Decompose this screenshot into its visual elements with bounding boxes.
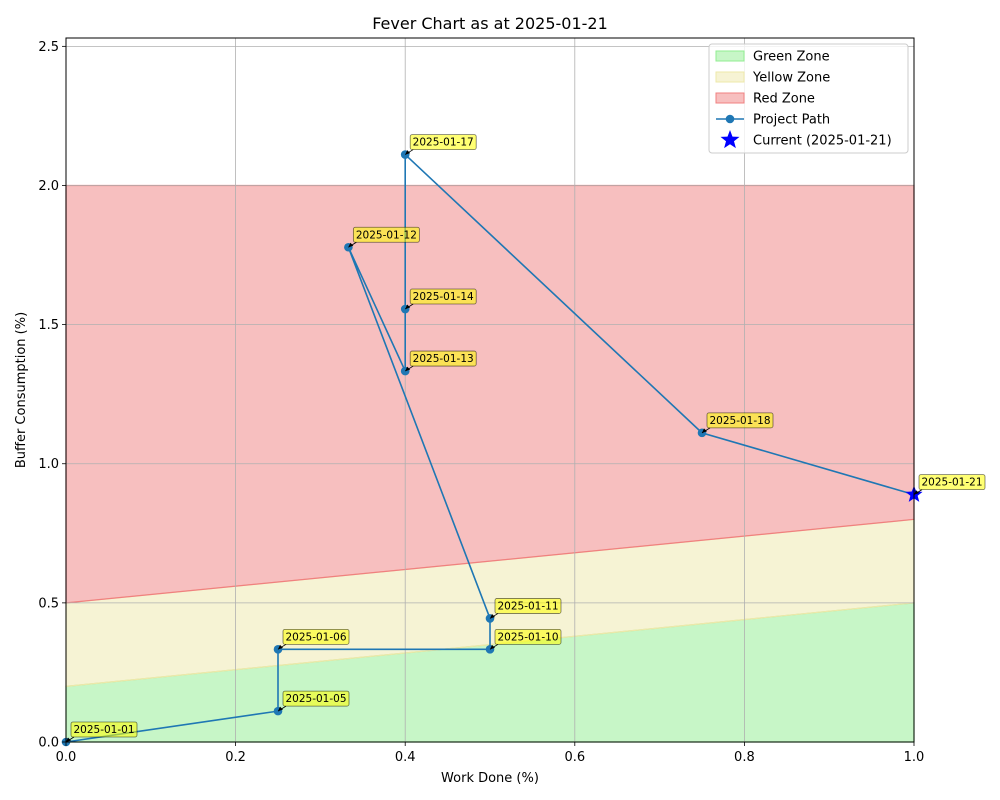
annotation-arrowhead xyxy=(278,644,283,650)
y-axis-title: Buffer Consumption (%) xyxy=(14,312,29,468)
annotation-label: 2025-01-14 xyxy=(413,291,474,303)
annotation-label: 2025-01-01 xyxy=(73,724,134,736)
x-axis-title: Work Done (%) xyxy=(441,771,539,786)
y-tick-label: 2.5 xyxy=(38,40,59,55)
legend-label: Yellow Zone xyxy=(752,71,830,86)
annotation-box xyxy=(282,690,350,707)
legend-label: Project Path xyxy=(753,113,830,128)
annotation-box xyxy=(409,350,477,367)
y-tick-label: 1.0 xyxy=(38,457,59,472)
annotation-label: 2025-01-10 xyxy=(497,631,558,643)
y-tick-label: 2.0 xyxy=(38,179,59,194)
legend-swatch xyxy=(715,50,745,62)
legend-box xyxy=(708,43,909,154)
annotation-label: 2025-01-11 xyxy=(497,600,558,612)
legend: Green Zone Yellow Zone Red Zone Project Pat… xyxy=(708,43,909,154)
x-tick-label: 0.4 xyxy=(395,750,416,765)
x-tick-label: 0.0 xyxy=(56,750,77,765)
annotation-box xyxy=(706,412,774,429)
y-tick-label: 0.0 xyxy=(38,736,59,751)
annotation-arrowhead xyxy=(490,644,495,650)
annotation-label: 2025-01-17 xyxy=(413,137,474,149)
annotation-label: 2025-01-18 xyxy=(709,415,770,427)
legend-marker xyxy=(725,114,735,124)
annotation-arrowhead xyxy=(490,613,495,619)
annotation-arrowhead xyxy=(405,304,411,310)
legend-swatch xyxy=(715,92,745,104)
annotation-box xyxy=(70,721,138,738)
annotation-label: 2025-01-13 xyxy=(413,353,474,365)
annotation-box xyxy=(352,226,420,243)
legend-label: Green Zone xyxy=(753,50,830,65)
annotation-arrowhead xyxy=(405,366,411,372)
annotation-label: 2025-01-06 xyxy=(285,631,346,643)
chart-title: Fever Chart as at 2025-01-21 xyxy=(372,14,608,33)
legend-star-icon xyxy=(720,130,740,149)
x-tick-label: 0.6 xyxy=(564,750,585,765)
x-tick-label: 1.0 xyxy=(904,750,925,765)
annotation-arrowhead xyxy=(66,737,71,742)
legend-swatch xyxy=(715,71,745,83)
x-tick-label: 0.8 xyxy=(734,750,755,765)
annotations-layer: 2025-01-01 2025-01-05 2025-01-06 2025-01-10… xyxy=(65,134,986,743)
annotation-box xyxy=(409,134,477,150)
plot-frame xyxy=(65,37,915,743)
y-tick-label: 1.5 xyxy=(38,318,59,333)
annotation-label: 2025-01-05 xyxy=(285,693,346,705)
y-tick-label: 0.5 xyxy=(38,596,59,611)
annotation-label: 2025-01-12 xyxy=(356,229,417,241)
annotation-arrowhead xyxy=(914,490,919,495)
x-tick-label: 0.2 xyxy=(225,750,246,765)
annotation-label: 2025-01-21 xyxy=(921,477,982,489)
annotation-box xyxy=(409,288,477,305)
annotation-arrowhead xyxy=(348,242,354,248)
annotation-arrowhead xyxy=(702,428,707,433)
annotation-box xyxy=(918,474,986,491)
annotation-box xyxy=(494,598,562,614)
annotation-arrowhead xyxy=(405,150,411,155)
ticks-layer: 0.0 0.2 0.4 0.6 0.8 1.0 0.0 0.5 1.0 1.5 2.0 2.5 xyxy=(38,40,924,765)
annotation-box xyxy=(282,628,350,645)
annotation-box xyxy=(494,628,562,645)
legend-label: Current (2025-01-21) xyxy=(753,134,892,149)
legend-label: Red Zone xyxy=(753,92,815,107)
annotation-arrowhead xyxy=(278,706,283,712)
